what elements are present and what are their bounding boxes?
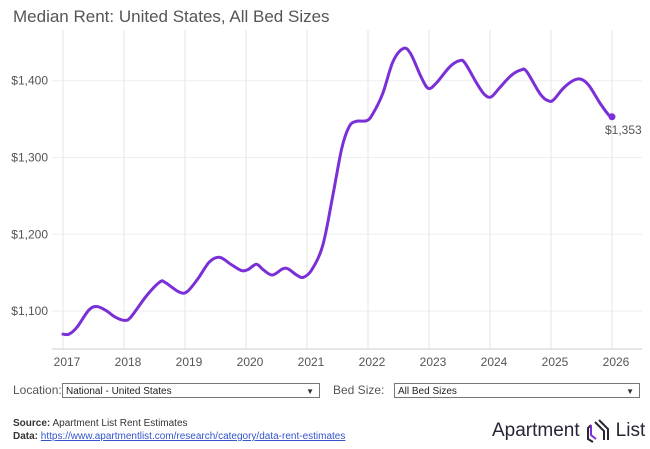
x-tick-label: 2021 [298,355,325,369]
x-tick-label: 2020 [237,355,264,369]
dropdown-arrow-icon: ▼ [306,387,314,396]
x-tick-label: 2024 [481,355,508,369]
y-tick-label: $1,300 [11,151,48,165]
logo-building-icon [586,419,609,443]
y-tick-label: $1,100 [11,304,48,318]
x-tick-label: 2017 [54,355,81,369]
apartment-list-logo: Apartment List [492,419,645,443]
location-select[interactable]: National - United States ▼ [62,383,320,398]
source-text: Apartment List Rent Estimates [52,418,188,429]
logo-text-apartment: Apartment [492,420,580,441]
x-tick-label: 2019 [176,355,203,369]
location-label: Location: [13,383,62,397]
rent-chart: $1,100 $1,200 $1,300 $1,400 2017 2018 2019 2020… [11,30,642,369]
bed-size-value: All Bed Sizes [398,386,457,397]
x-tick-label: 2025 [542,355,569,369]
source-label: Source: [13,418,51,429]
source-line: Source: Apartment List Rent Estimates [13,418,188,429]
data-label: Data: [13,431,39,442]
x-tick-label: 2023 [420,355,447,369]
x-tick-label: 2026 [603,355,630,369]
dropdown-arrow-icon: ▼ [626,387,634,396]
data-line: Data: https://www.apartmentlist.com/rese… [13,431,345,442]
x-tick-label: 2018 [115,355,142,369]
y-tick-label: $1,200 [11,227,48,241]
rent-line [61,46,614,337]
data-link[interactable]: https://www.apartmentlist.com/research/c… [40,431,346,442]
bed-size-select[interactable]: All Bed Sizes ▼ [394,383,640,398]
location-value: National - United States [66,386,172,397]
end-point [608,113,616,121]
bed-size-label: Bed Size: [333,383,385,397]
end-value-label: $1,353 [605,123,642,137]
logo-text-list: List [615,420,646,441]
y-tick-label: $1,400 [11,74,48,88]
chart-title: Median Rent: United States, All Bed Size… [13,7,330,26]
x-tick-label: 2022 [359,355,386,369]
